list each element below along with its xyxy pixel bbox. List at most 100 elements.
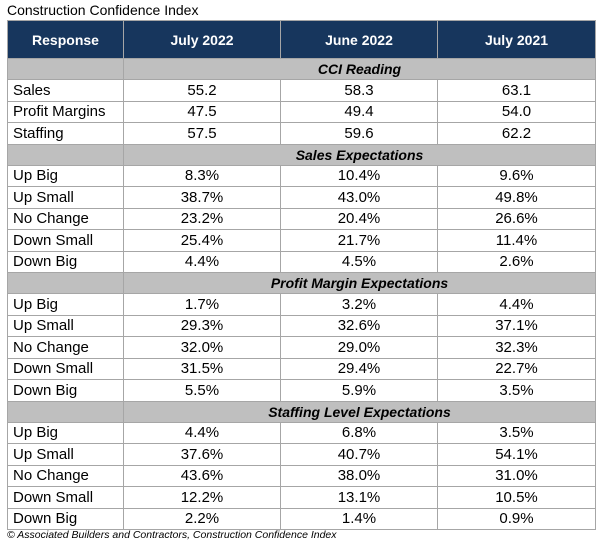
value-cell: 43.0%: [280, 186, 438, 209]
row-label: Down Small: [7, 486, 124, 509]
value-cell: 32.6%: [280, 314, 438, 337]
value-cell: 3.5%: [437, 379, 596, 402]
value-cell: 10.5%: [437, 486, 596, 509]
row-label: Up Small: [7, 314, 124, 337]
row-label: Up Small: [7, 443, 124, 466]
value-cell: 63.1: [437, 79, 596, 102]
value-cell: 2.6%: [437, 250, 596, 273]
row-label: Up Small: [7, 186, 124, 209]
value-cell: 54.1%: [437, 443, 596, 466]
value-cell: 54.0: [437, 100, 596, 123]
row-label: Down Small: [7, 357, 124, 380]
table-row: No Change 23.2% 20.4% 26.6%: [7, 207, 596, 230]
value-cell: 47.5: [123, 100, 281, 123]
table-row: Down Big 4.4% 4.5% 2.6%: [7, 250, 596, 273]
cci-table: Response July 2022 June 2022 July 2021 C…: [7, 20, 596, 530]
table-row: Up Small 38.7% 43.0% 49.8%: [7, 186, 596, 209]
value-cell: 31.0%: [437, 464, 596, 487]
value-cell: 1.7%: [123, 293, 281, 316]
row-label: Down Big: [7, 379, 124, 402]
table-row: Down Big 2.2% 1.4% 0.9%: [7, 507, 596, 530]
value-cell: 29.0%: [280, 336, 438, 359]
row-label: Up Big: [7, 164, 124, 187]
row-label: No Change: [7, 464, 124, 487]
table-row: Up Big 1.7% 3.2% 4.4%: [7, 293, 596, 316]
column-header-june-2022: June 2022: [280, 20, 438, 59]
value-cell: 4.4%: [437, 293, 596, 316]
header-row: Response July 2022 June 2022 July 2021: [7, 20, 596, 59]
value-cell: 57.5: [123, 122, 281, 145]
value-cell: 58.3: [280, 79, 438, 102]
value-cell: 59.6: [280, 122, 438, 145]
value-cell: 49.8%: [437, 186, 596, 209]
table-row: Staffing 57.5 59.6 62.2: [7, 122, 596, 145]
table-row: Up Big 4.4% 6.8% 3.5%: [7, 421, 596, 444]
value-cell: 4.4%: [123, 421, 281, 444]
table-row: Down Small 31.5% 29.4% 22.7%: [7, 357, 596, 380]
value-cell: 9.6%: [437, 164, 596, 187]
row-label: Sales: [7, 79, 124, 102]
row-label: No Change: [7, 207, 124, 230]
section-spacer-cell: [7, 143, 124, 166]
value-cell: 2.2%: [123, 507, 281, 530]
value-cell: 37.6%: [123, 443, 281, 466]
table-row: Sales 55.2 58.3 63.1: [7, 79, 596, 102]
value-cell: 23.2%: [123, 207, 281, 230]
value-cell: 25.4%: [123, 229, 281, 252]
row-label: Down Small: [7, 229, 124, 252]
value-cell: 1.4%: [280, 507, 438, 530]
value-cell: 4.5%: [280, 250, 438, 273]
table-row: No Change 43.6% 38.0% 31.0%: [7, 464, 596, 487]
value-cell: 40.7%: [280, 443, 438, 466]
table-row: No Change 32.0% 29.0% 32.3%: [7, 336, 596, 359]
section-row: CCI Reading: [7, 58, 596, 80]
row-label: Up Big: [7, 421, 124, 444]
value-cell: 38.7%: [123, 186, 281, 209]
value-cell: 43.6%: [123, 464, 281, 487]
section-row: Profit Margin Expectations: [7, 272, 596, 294]
column-header-response: Response: [7, 20, 124, 59]
table-title: Construction Confidence Index: [7, 2, 199, 18]
value-cell: 12.2%: [123, 486, 281, 509]
section-title: Sales Expectations: [123, 143, 596, 166]
value-cell: 49.4: [280, 100, 438, 123]
value-cell: 5.5%: [123, 379, 281, 402]
value-cell: 32.0%: [123, 336, 281, 359]
section-spacer-cell: [7, 400, 124, 423]
value-cell: 5.9%: [280, 379, 438, 402]
value-cell: 32.3%: [437, 336, 596, 359]
row-label: Down Big: [7, 250, 124, 273]
value-cell: 3.2%: [280, 293, 438, 316]
table-row: Down Big 5.5% 5.9% 3.5%: [7, 379, 596, 402]
section-title: Profit Margin Expectations: [123, 272, 596, 294]
table-row: Up Big 8.3% 10.4% 9.6%: [7, 164, 596, 187]
value-cell: 37.1%: [437, 314, 596, 337]
table-row: Down Small 12.2% 13.1% 10.5%: [7, 486, 596, 509]
value-cell: 31.5%: [123, 357, 281, 380]
row-label: Staffing: [7, 122, 124, 145]
row-label: Up Big: [7, 293, 124, 316]
value-cell: 26.6%: [437, 207, 596, 230]
value-cell: 62.2: [437, 122, 596, 145]
value-cell: 55.2: [123, 79, 281, 102]
value-cell: 11.4%: [437, 229, 596, 252]
table-header: Response July 2022 June 2022 July 2021: [7, 20, 596, 59]
section-spacer-cell: [7, 58, 124, 80]
section-row: Sales Expectations: [7, 143, 596, 166]
value-cell: 29.3%: [123, 314, 281, 337]
row-label: Down Big: [7, 507, 124, 530]
section-row: Staffing Level Expectations: [7, 400, 596, 423]
table-row: Profit Margins 47.5 49.4 54.0: [7, 100, 596, 123]
row-label: No Change: [7, 336, 124, 359]
section-spacer-cell: [7, 272, 124, 294]
source-footer: © Associated Builders and Contractors, C…: [7, 529, 337, 541]
value-cell: 13.1%: [280, 486, 438, 509]
table-row: Up Small 37.6% 40.7% 54.1%: [7, 443, 596, 466]
value-cell: 29.4%: [280, 357, 438, 380]
value-cell: 8.3%: [123, 164, 281, 187]
section-title: CCI Reading: [123, 58, 596, 80]
column-header-july-2021: July 2021: [437, 20, 596, 59]
value-cell: 6.8%: [280, 421, 438, 444]
value-cell: 22.7%: [437, 357, 596, 380]
table-row: Down Small 25.4% 21.7% 11.4%: [7, 229, 596, 252]
